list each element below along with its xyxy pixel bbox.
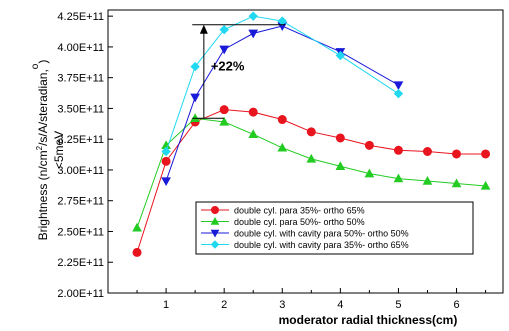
legend-marker	[210, 216, 220, 225]
data-point	[132, 222, 142, 232]
x-tick-label: 6	[453, 299, 459, 311]
data-point	[219, 45, 230, 55]
y-axis-label: Brightness (n/cm2/s/A/steradian,o) <5meV	[30, 60, 66, 241]
x-tick-label: 5	[395, 299, 401, 311]
data-point	[480, 180, 491, 190]
legend-label: double cyl. para 35%- ortho 65%	[234, 206, 365, 216]
legend-label: double cyl. para 50%- ortho 50%	[234, 217, 365, 227]
data-point	[452, 149, 462, 159]
series-line	[165, 15, 399, 152]
data-point	[277, 142, 288, 152]
data-point	[393, 88, 404, 99]
data-point	[277, 115, 287, 125]
y-tick-label: 2.00E+11	[57, 288, 104, 300]
data-point	[190, 93, 200, 103]
data-point	[190, 61, 200, 72]
y-axis: 2.00E+11 2.25E+11 2.50E+11 2.75E+11 3.00E+11…	[57, 11, 113, 300]
x-axis-title: moderator radial thickness(cm)	[279, 313, 458, 327]
y-axis-label-ring: o	[30, 63, 41, 69]
y-tick-label: 3.50E+11	[57, 103, 104, 115]
data-point	[335, 133, 345, 143]
y-tick-label: 2.75E+11	[57, 196, 104, 208]
annotation: +22%	[192, 24, 286, 119]
y-axis-label-main: Brightness (n/cm	[36, 150, 50, 240]
data-point	[248, 29, 259, 39]
data-point	[393, 81, 404, 91]
data-point	[132, 247, 142, 257]
data-point	[364, 140, 374, 150]
data-point	[364, 168, 375, 178]
data-point	[393, 173, 404, 183]
legend-marker	[210, 229, 220, 238]
series-4	[161, 11, 404, 157]
x-tick-label: 3	[279, 299, 285, 311]
y-tick-label: 3.75E+11	[57, 73, 104, 85]
legend-entry: double cyl. with cavity para 35%- ortho …	[201, 240, 409, 250]
legend-label: double cyl. with cavity para 50%- ortho …	[234, 229, 409, 239]
y-tick-label: 3.00E+11	[57, 165, 104, 177]
data-point	[161, 146, 171, 157]
legend: double cyl. para 35%- ortho 65%double cy…	[195, 201, 474, 255]
plot-frame	[107, 9, 504, 294]
svg-text:Brightness (n/cm2/s/A/steradia: Brightness (n/cm2/s/A/steradian,o)	[30, 60, 50, 241]
legend-box	[195, 201, 474, 255]
data-point	[422, 176, 433, 185]
data-point	[306, 127, 316, 137]
data-point	[219, 116, 230, 126]
legend-marker	[211, 206, 219, 214]
x-tick-label: 2	[221, 299, 227, 311]
legend-entry: double cyl. para 50%- ortho 50%	[201, 216, 365, 227]
series-line	[165, 25, 399, 182]
y-axis-label-sup: 2	[35, 145, 44, 150]
data-point	[248, 11, 258, 21]
y-tick-label: 4.00E+11	[57, 42, 104, 54]
y-axis-label-mid: /s/A/steradian,	[36, 69, 50, 146]
y-tick-label: 2.25E+11	[57, 257, 104, 269]
legend-entry: double cyl. with cavity para 50%- ortho …	[201, 229, 409, 239]
data-point	[219, 105, 229, 115]
x-tick-label: 4	[337, 299, 343, 311]
data-point	[248, 107, 258, 117]
data-point	[219, 24, 229, 35]
data-point	[161, 156, 171, 166]
series-3	[161, 22, 404, 187]
y-axis-label-close: )	[36, 60, 50, 64]
data-point	[335, 161, 346, 170]
data-point	[161, 177, 171, 187]
y-tick-label: 4.25E+11	[57, 11, 104, 23]
x-axis: 1 2 3 4 5 6	[136, 288, 487, 311]
data-point	[306, 153, 317, 163]
annotation-label: +22%	[211, 59, 245, 74]
y-tick-label: 3.25E+11	[57, 134, 104, 146]
data-point	[422, 147, 432, 156]
data-point	[481, 149, 491, 159]
legend-label: double cyl. with cavity para 35%- ortho …	[234, 240, 409, 250]
data-point	[393, 145, 403, 155]
data-point	[451, 178, 462, 188]
x-tick-label: 1	[163, 299, 169, 311]
annotation-arrow-head	[199, 24, 208, 34]
legend-entry: double cyl. para 35%- ortho 65%	[201, 206, 365, 216]
data-point	[335, 50, 346, 61]
y-axis-label-sub: <5meV	[52, 131, 66, 169]
y-tick-label: 2.50E+11	[57, 226, 104, 238]
legend-marker	[210, 240, 220, 249]
data-point	[248, 129, 259, 138]
